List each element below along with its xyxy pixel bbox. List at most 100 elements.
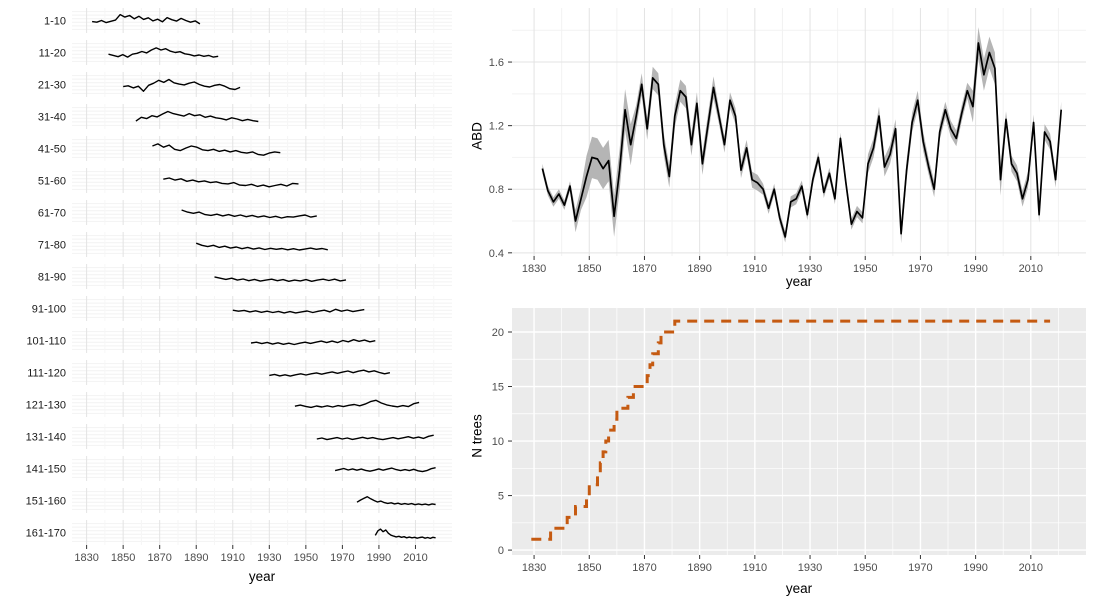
- facet-row: [72, 72, 452, 97]
- facet-row: [72, 360, 452, 385]
- facet-series-line: [294, 399, 420, 409]
- x-tick-label: 1870: [632, 263, 656, 275]
- facet-label: 161-170: [26, 528, 66, 540]
- facet-label: 91-100: [32, 304, 66, 316]
- y-tick-label: 10: [492, 436, 504, 448]
- facet-label: 31-40: [38, 112, 66, 124]
- x-tick-label: 1950: [853, 562, 877, 574]
- y-tick-label: 1.2: [489, 121, 504, 133]
- facet-row: [72, 328, 452, 353]
- facet-series-line: [232, 308, 365, 314]
- x-tick-label: 1970: [330, 552, 354, 564]
- facet-series-line: [195, 242, 328, 251]
- facet-series-line: [269, 369, 391, 377]
- x-tick-label: 1970: [908, 562, 932, 574]
- facet-row: [72, 424, 452, 449]
- x-tick-label: 1830: [522, 263, 546, 275]
- facet-label: 1-10: [44, 16, 66, 28]
- facet-row: [72, 8, 452, 33]
- facet-label: 151-160: [26, 496, 66, 508]
- x-tick-label: 1990: [963, 263, 987, 275]
- x-tick-label: 1890: [687, 263, 711, 275]
- x-tick-label: 2010: [1019, 562, 1043, 574]
- x-tick-label: 1990: [963, 562, 987, 574]
- x-tick-label: 1850: [577, 562, 601, 574]
- x-tick-label: 2010: [1019, 263, 1043, 275]
- facet-label: 81-90: [38, 272, 66, 284]
- x-tick-label: 2010: [403, 552, 427, 564]
- y-tick-label: 15: [492, 382, 504, 394]
- facet-label: 11-20: [39, 48, 66, 60]
- x-tick-label: 1910: [743, 562, 767, 574]
- facet-row: [72, 232, 452, 257]
- facet-series-line: [334, 467, 436, 473]
- facet-series-line: [181, 209, 317, 219]
- facet-series-line: [135, 110, 259, 123]
- y-tick-label: 1.6: [489, 57, 504, 69]
- n-trees-chart: 0 5 10 15 20 1830 1850 1870 1890 1910 1930 1950 1970…: [492, 308, 1086, 574]
- x-tick-label: 1950: [294, 552, 318, 564]
- x-tick-label: 1890: [687, 562, 711, 574]
- facet-series-line: [92, 13, 201, 25]
- facet-row: [72, 488, 452, 513]
- x-tick-label: 1890: [184, 552, 208, 564]
- x-tick-label: 1950: [853, 263, 877, 275]
- y-tick-label: 20: [492, 327, 504, 339]
- x-tick-label: 1850: [111, 552, 135, 564]
- facet-row: [72, 168, 452, 193]
- facet-label: 21-30: [38, 80, 66, 92]
- facet-row: [72, 200, 452, 225]
- facet-series-line: [152, 143, 281, 156]
- facet-row: [72, 456, 452, 481]
- facet-label: 111-120: [27, 368, 66, 380]
- facet-label: 61-70: [38, 208, 66, 220]
- facet-label: 121-130: [26, 400, 66, 412]
- x-tick-label: 1870: [632, 562, 656, 574]
- facet-label: 41-50: [38, 144, 66, 156]
- x-tick-label: 1990: [367, 552, 391, 564]
- x-tick-label: 1930: [798, 263, 822, 275]
- x-tick-label: 1830: [74, 552, 98, 564]
- x-tick-label: 1870: [147, 552, 171, 564]
- facet-series-line: [163, 177, 299, 188]
- facet-series-line: [356, 496, 436, 506]
- cohort-facet-chart: 1-10 11-20 21-30 31-40 41-50 51-60 61-70 71-80 8…: [26, 8, 452, 564]
- y-tick-label: 5: [498, 491, 504, 503]
- x-tick-label: 1970: [908, 263, 932, 275]
- facet-series-line: [316, 434, 434, 441]
- x-tick-label: 1910: [743, 263, 767, 275]
- y-tick-label: 0.4: [489, 248, 504, 260]
- facet-row: [72, 264, 452, 289]
- abd-y-axis-title: ABD: [469, 122, 485, 150]
- facet-series-line: [108, 47, 219, 58]
- abd-series-line: [541, 42, 1063, 238]
- x-tick-label: 1930: [257, 552, 281, 564]
- x-tick-label: 1850: [577, 263, 601, 275]
- abd-x-axis-title: year: [785, 274, 813, 289]
- facet-series-line: [214, 276, 347, 282]
- facet-label: 131-140: [26, 432, 66, 444]
- facet-row: [72, 136, 452, 161]
- ntrees-y-axis-title: N trees: [469, 414, 485, 458]
- n-trees-step-line: [531, 319, 1051, 541]
- y-tick-label: 0: [498, 545, 504, 557]
- facet-row: [72, 296, 452, 321]
- facet-label: 51-60: [38, 176, 66, 188]
- y-tick-label: 0.8: [489, 184, 504, 196]
- facet-row: [72, 392, 452, 417]
- abd-chart: 0.4 0.8 1.2 1.6 1830 1850 1870 1890 1910 1930 1950…: [489, 8, 1086, 275]
- x-tick-label: 1830: [522, 562, 546, 574]
- facet-series-line: [250, 339, 376, 346]
- x-tick-label: 1910: [221, 552, 245, 564]
- facet-label: 141-150: [26, 464, 66, 476]
- facet-label: 101-110: [26, 336, 66, 348]
- facet-series-line: [123, 78, 241, 92]
- ntrees-x-axis-title: year: [785, 581, 813, 596]
- facet-row: [72, 104, 452, 129]
- x-tick-label: 1930: [798, 562, 822, 574]
- facet-row: [72, 40, 452, 65]
- facet-x-axis-title: year: [248, 569, 276, 584]
- facet-label: 71-80: [38, 240, 66, 252]
- facet-row: [72, 520, 452, 545]
- facet-series-line: [374, 528, 436, 540]
